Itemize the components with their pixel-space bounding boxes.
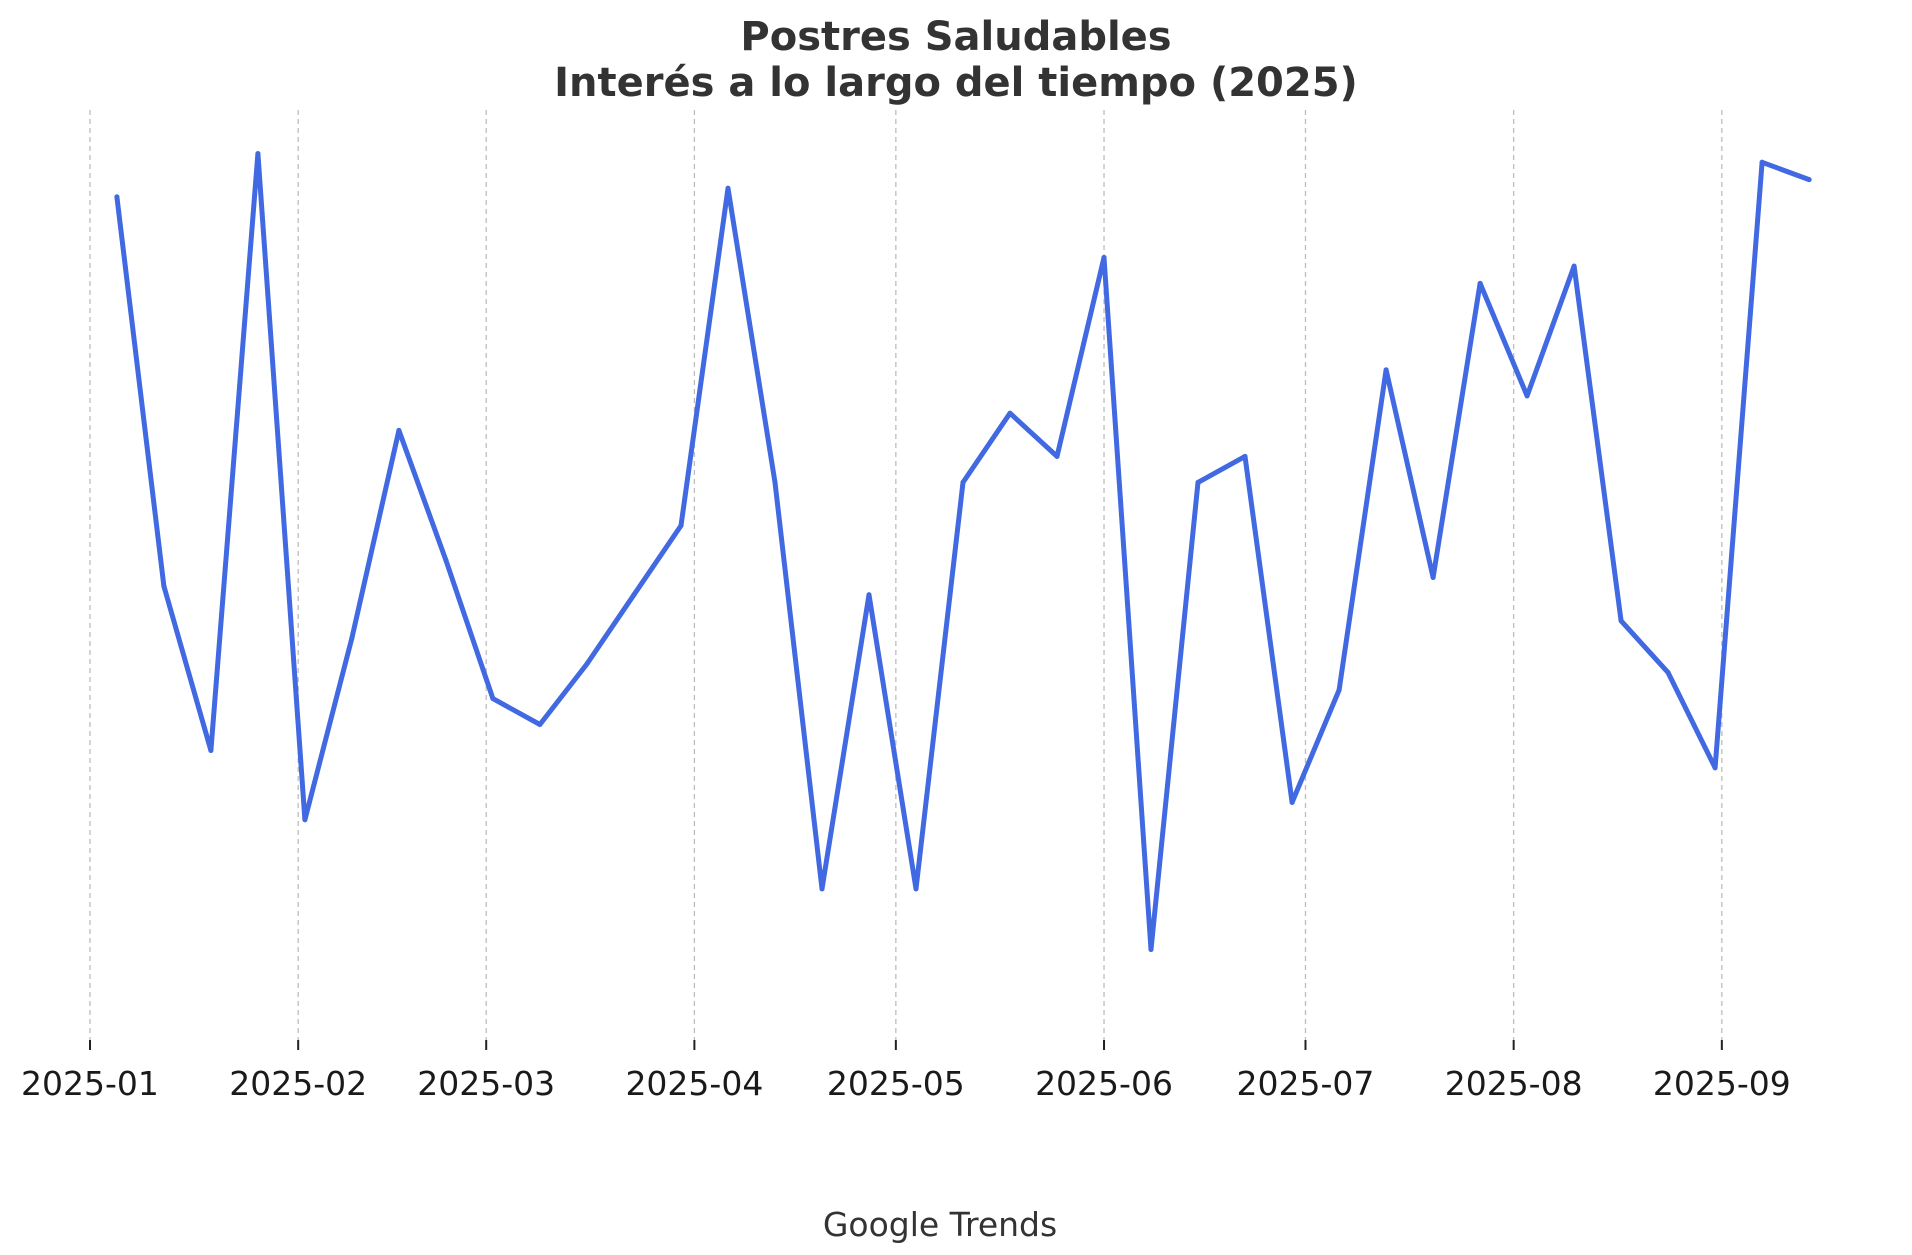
data-point	[819, 886, 825, 892]
data-point	[1289, 799, 1295, 805]
series-line	[114, 151, 1812, 952]
data-point	[1195, 479, 1201, 485]
data-point	[161, 583, 167, 589]
x-tick-label: 2025-08	[1445, 1064, 1583, 1103]
data-point	[208, 748, 214, 753]
x-tick-label: 2025-02	[229, 1064, 367, 1103]
data-point	[302, 817, 308, 823]
series-layer	[114, 151, 1812, 952]
data-point	[1430, 575, 1436, 580]
data-point	[772, 479, 778, 485]
data-point	[725, 185, 731, 191]
data-point	[960, 479, 966, 485]
data-point	[349, 635, 355, 641]
x-tick-label: 2025-04	[625, 1064, 763, 1103]
data-point	[1101, 255, 1107, 260]
data-point	[490, 696, 496, 702]
data-point	[1806, 177, 1812, 183]
data-point	[443, 557, 449, 563]
data-point	[1618, 618, 1624, 624]
data-point	[255, 151, 261, 157]
x-tick-label: 2025-07	[1237, 1064, 1375, 1103]
data-point	[1054, 453, 1060, 459]
data-point	[866, 592, 872, 598]
data-point	[1007, 410, 1013, 416]
x-tick-label: 2025-06	[1035, 1064, 1173, 1103]
data-point	[1712, 765, 1718, 771]
data-point	[537, 722, 543, 727]
data-point	[396, 427, 402, 433]
data-point	[1477, 280, 1483, 286]
data-point	[1665, 670, 1671, 676]
x-tick-label: 2025-09	[1653, 1064, 1791, 1103]
x-grid-lines	[89, 110, 1723, 1040]
x-tick-label: 2025-01	[21, 1064, 159, 1103]
data-point	[1383, 367, 1389, 373]
data-point	[678, 523, 684, 529]
data-point	[1759, 159, 1765, 165]
data-point	[1336, 687, 1342, 693]
source-label: Google Trends	[823, 1205, 1057, 1244]
x-tick-label: 2025-03	[417, 1064, 555, 1103]
chart-title-line-2: Interés a lo largo del tiempo (2025)	[554, 60, 1358, 106]
chart-title-line-1: Postres Saludables	[740, 14, 1171, 60]
data-point	[1524, 393, 1530, 399]
x-tick-label: 2025-05	[827, 1064, 965, 1103]
data-point	[1571, 263, 1577, 269]
data-point	[1148, 947, 1154, 952]
data-point	[631, 592, 637, 598]
x-axis-ticks: 2025-01 2025-02 2025-03 2025-04 2025-05 2025-…	[21, 1040, 1791, 1103]
data-point	[114, 194, 120, 200]
data-point	[1242, 453, 1248, 459]
data-point	[584, 661, 590, 667]
data-point	[913, 886, 919, 892]
